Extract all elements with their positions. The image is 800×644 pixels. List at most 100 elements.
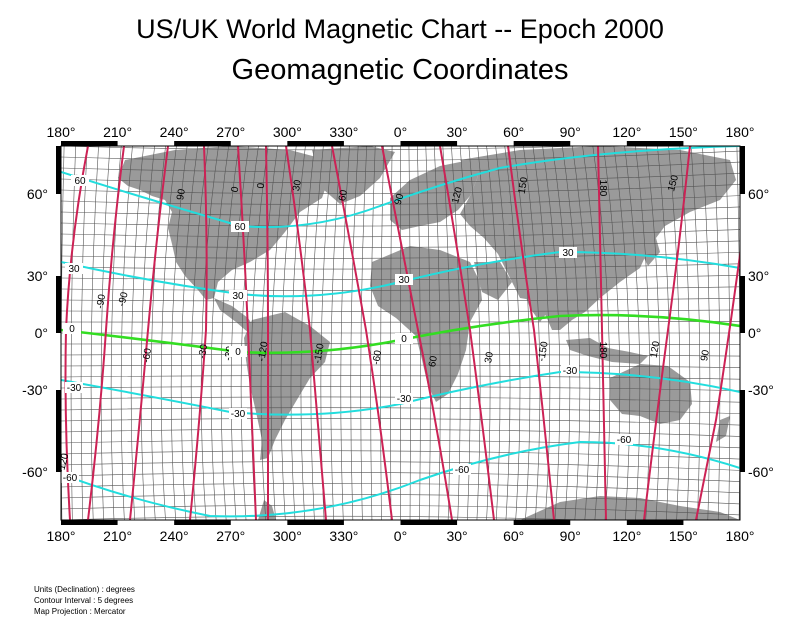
- lon-contour-4: [189, 146, 208, 520]
- grid-parallel: [61, 364, 740, 368]
- lon-tick-label: 180°: [726, 124, 755, 140]
- grid-parallel: [61, 353, 740, 357]
- north-america: [118, 146, 330, 300]
- latitude-contour-label: 30: [562, 248, 574, 259]
- lon-contour-7: [285, 146, 327, 520]
- longitude-contour-label: 120: [450, 185, 465, 204]
- frame-tick-top: [287, 141, 344, 146]
- chart-subtitle: Geomagnetic Coordinates: [231, 54, 569, 86]
- lon-tick-label: 150°: [669, 528, 698, 544]
- arabia: [474, 262, 512, 300]
- latitude-contour-label: -30: [563, 366, 578, 377]
- grid-meridian: [51, 146, 53, 520]
- south-america: [244, 312, 330, 460]
- grid-parallel: [61, 472, 740, 482]
- frame-tick-bottom: [61, 520, 118, 525]
- grid-parallel: [61, 450, 740, 460]
- lat-tick-label: -30°: [22, 382, 48, 398]
- lon-tick-label: 210°: [103, 528, 132, 544]
- lon-tick-label: 30°: [446, 528, 467, 544]
- grid-parallel: [61, 206, 740, 216]
- lon-contour-11: [507, 146, 555, 520]
- lon-tick-label: 60°: [503, 124, 524, 140]
- grid-parallel: [61, 240, 740, 248]
- lat-tick-label: -60°: [748, 464, 774, 480]
- grid-parallel: [61, 298, 740, 302]
- frame-tick-bottom: [513, 520, 571, 525]
- grid-parallel: [61, 385, 740, 391]
- grid-parallel: [61, 263, 740, 270]
- frame-tick-top: [513, 141, 571, 146]
- contour-label-bg: [229, 346, 247, 357]
- grid-parallel: [61, 461, 740, 471]
- lon-tick-label: 240°: [160, 528, 189, 544]
- grid-parallel: [61, 504, 740, 516]
- longitude-contour-label: 90: [699, 349, 712, 362]
- lon-tick-label: 180°: [47, 528, 76, 544]
- chart-title: US/UK World Magnetic Chart -- Epoch 2000: [136, 14, 664, 44]
- lon-tick-label: 90°: [560, 528, 581, 544]
- lon-contour-10: [439, 146, 495, 520]
- frame-tick-left: [56, 390, 61, 472]
- frame-tick-top: [61, 141, 118, 146]
- longitude-contour-label: -90: [95, 293, 108, 310]
- lat-tick-label: 30°: [27, 268, 48, 284]
- lat-tick-label: -30°: [748, 382, 774, 398]
- grid-parallel: [61, 217, 740, 227]
- longitude-contour-label: -60: [141, 347, 154, 364]
- frame-tick-top: [626, 141, 684, 146]
- antarctica: [520, 496, 740, 520]
- lat-axis-left: 60° 30° 0° -30° -60°: [22, 186, 48, 480]
- latitude-contour-label: -60: [63, 473, 78, 484]
- grid-parallel: [61, 407, 740, 414]
- latitude-contour-label: -60: [455, 465, 470, 476]
- lat-tick-label: 60°: [27, 186, 48, 202]
- frame-tick-bottom: [400, 520, 458, 525]
- grid-parallel: [61, 195, 740, 205]
- grid-parallel: [61, 515, 594, 520]
- lon-tick-label: 150°: [669, 124, 698, 140]
- frame-tick-left: [56, 276, 61, 333]
- lat-axis-right: 60° 30° 0° -30° -60°: [748, 186, 774, 480]
- units-note: Units (Declination) : degrees: [34, 585, 135, 594]
- lon-tick-label: 270°: [216, 528, 245, 544]
- contour-labels: 60 90 -90 -60 -30 0 30 60 90 120 150 180 150 120 90 60 3…: [61, 173, 712, 484]
- grid-parallel: [61, 375, 740, 380]
- lon-contour-12: [597, 146, 607, 520]
- lat-contour-30s: [61, 370, 740, 416]
- frame-tick-bottom: [174, 520, 231, 525]
- lon-contour-5: [237, 146, 257, 520]
- lat-tick-label: 0°: [748, 325, 761, 341]
- lat-tick-label: 60°: [748, 186, 769, 202]
- interval-note: Contour Interval : 5 degrees: [34, 596, 134, 605]
- lon-tick-label: 60°: [503, 528, 524, 544]
- contour-label-bg: [395, 274, 413, 285]
- grid-parallel: [61, 309, 740, 313]
- lon-axis-top: 180° 210° 240° 270° 300° 330° 0° 30° 60° 90° 120° 1…: [47, 124, 755, 140]
- lon-tick-label: 300°: [273, 528, 302, 544]
- longitude-contour-label: -90: [116, 291, 130, 308]
- frame-tick-right: [740, 146, 745, 194]
- grid-parallel: [61, 418, 740, 426]
- frame-tick-left: [56, 146, 61, 194]
- latitude-contour-label: -30: [397, 394, 412, 405]
- latitude-contour-label: -30: [231, 409, 246, 420]
- lat-contour-60n: [61, 146, 740, 229]
- frame-ticks: [56, 141, 745, 525]
- frame-tick-top: [400, 141, 458, 146]
- grid-parallel: [61, 439, 740, 449]
- frame-tick-bottom: [287, 520, 344, 525]
- lon-tick-label: 120°: [612, 528, 641, 544]
- contour-label-bg: [561, 365, 579, 376]
- lon-tick-label: 330°: [329, 528, 358, 544]
- latitude-contour-label: -30: [67, 383, 82, 394]
- contour-label-bg: [231, 221, 249, 232]
- chart-notes: Units (Declination) : degrees Contour In…: [34, 584, 135, 617]
- latitude-contour-label: 0: [235, 347, 241, 358]
- grid-parallel: [61, 184, 740, 194]
- longitude-contour-label: 0: [256, 182, 267, 189]
- latitude-contour-label: 60: [74, 176, 86, 187]
- longitude-contour-label: -150: [312, 342, 326, 364]
- latitude-contour-label: 30: [398, 275, 410, 286]
- lon-tick-label: 300°: [273, 124, 302, 140]
